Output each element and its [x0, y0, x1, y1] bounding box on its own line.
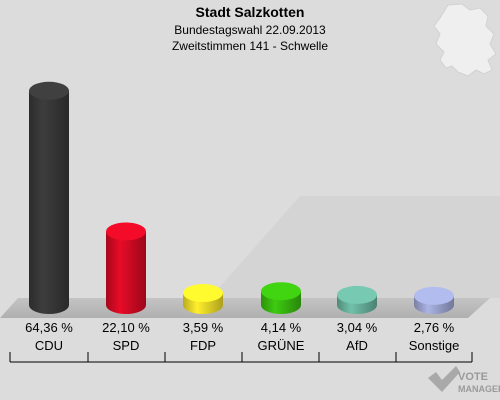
bar-cdu [29, 81, 69, 315]
bar-body [29, 90, 69, 315]
value-label: 4,14 % [261, 320, 302, 335]
bar-sonstige [414, 286, 454, 314]
bar-top [106, 222, 146, 241]
bar-top [414, 286, 454, 305]
bar-top [337, 285, 377, 304]
chart-subtitle-district: Zweitstimmen 141 - Schwelle [172, 39, 328, 53]
category-labels-group: CDU SPD FDP GRÜNE AfD Sonstige [35, 338, 459, 353]
value-labels-group: 64,36 % 22,10 % 3,59 % 4,14 % 3,04 % 2,76 % [25, 320, 455, 335]
checkmark-icon [428, 366, 460, 392]
value-label: 64,36 % [25, 320, 73, 335]
value-label: 3,59 % [183, 320, 224, 335]
value-label: 2,76 % [414, 320, 455, 335]
category-label: GRÜNE [258, 338, 305, 353]
logo-line2: MANAGER [458, 384, 500, 394]
category-label: SPD [113, 338, 140, 353]
bar-spd [106, 222, 146, 314]
bar-top [261, 282, 301, 301]
logo-line1: VOTE [458, 371, 488, 383]
category-label: CDU [35, 338, 63, 353]
bar-afd [337, 285, 377, 314]
category-label: AfD [346, 338, 368, 353]
bar-body [106, 231, 146, 314]
bar-fdp [183, 284, 223, 314]
category-label: FDP [190, 338, 216, 353]
bar-grüne [261, 282, 301, 314]
chart-subtitle-date: Bundestagswahl 22.09.2013 [174, 23, 326, 37]
back-wall-shading [210, 196, 500, 298]
bar-top [183, 284, 223, 303]
bar-top [29, 81, 69, 100]
value-label: 3,04 % [337, 320, 378, 335]
chart-title: Stadt Salzkotten [196, 4, 305, 20]
value-label: 22,10 % [102, 320, 150, 335]
bars-group [29, 81, 454, 315]
vote-manager-logo: VOTE MANAGER [428, 366, 500, 394]
category-label: Sonstige [409, 338, 460, 353]
x-axis-ticks [9, 352, 473, 362]
germany-map-icon [433, 3, 497, 77]
